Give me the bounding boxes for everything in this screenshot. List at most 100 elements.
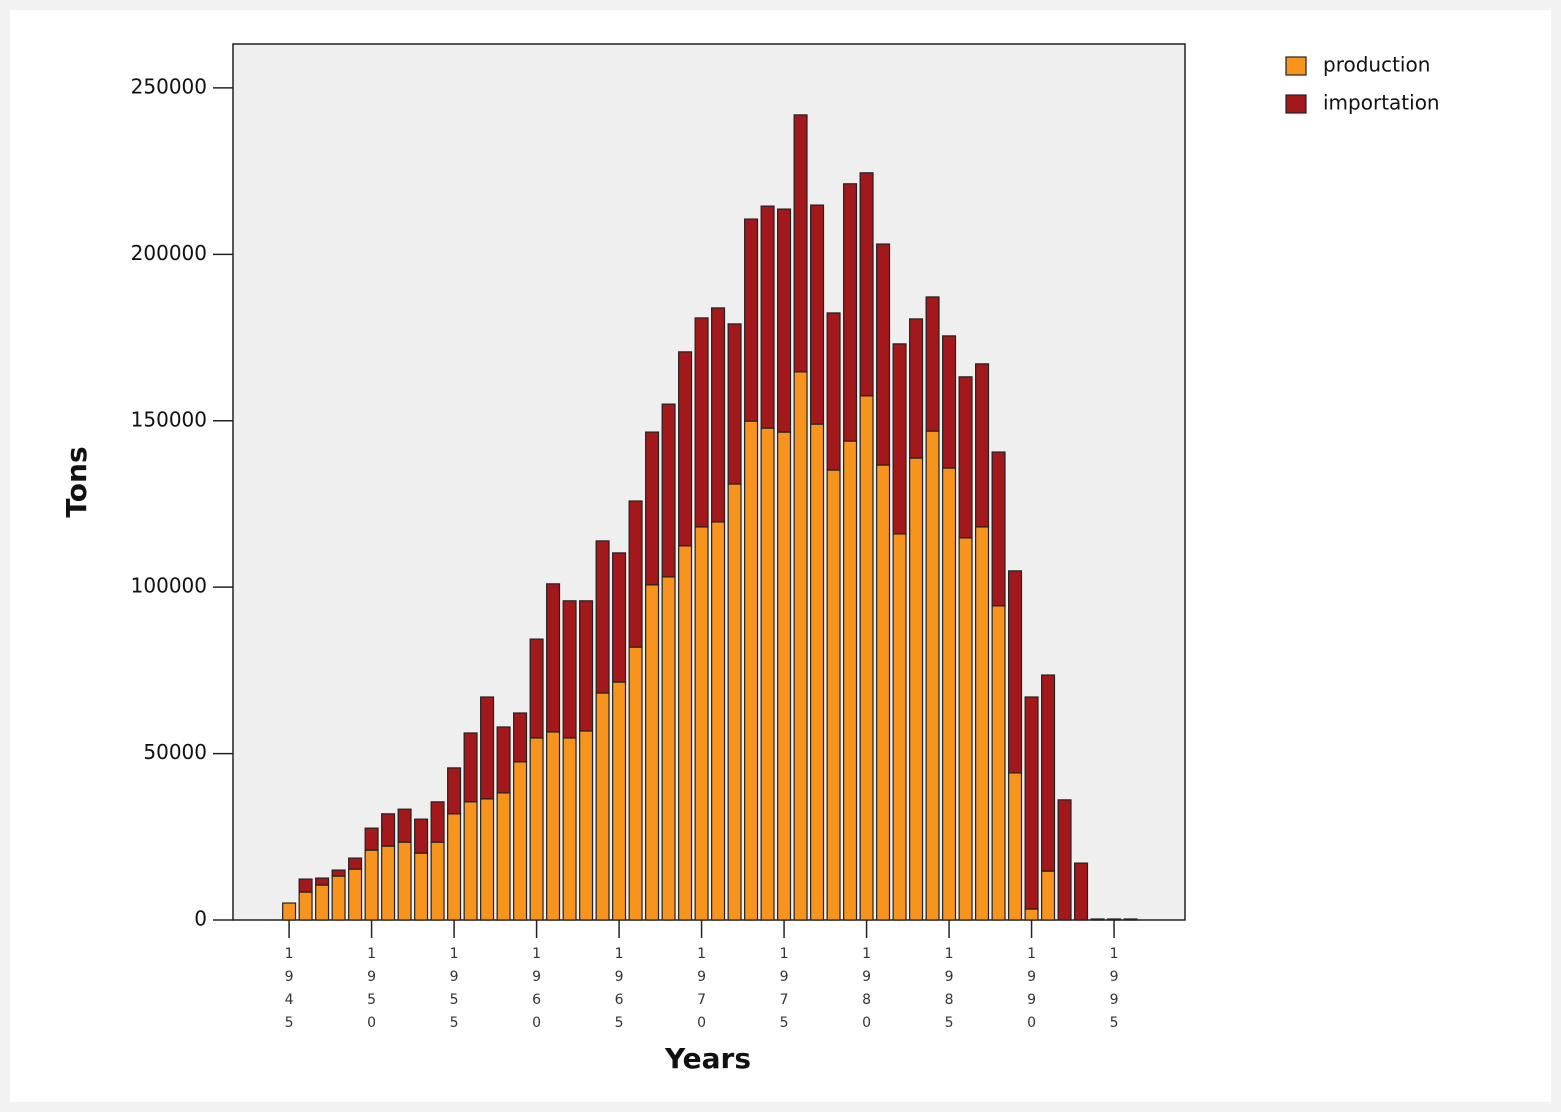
bar-segment — [942, 335, 957, 469]
legend-swatch — [1285, 94, 1307, 114]
bar-segment — [859, 395, 874, 921]
bar-segment — [694, 317, 709, 528]
bar-segment — [496, 792, 511, 921]
bar-segment — [859, 172, 874, 397]
bar-segment — [991, 605, 1006, 921]
bar-segment — [463, 732, 478, 803]
bar-segment — [397, 841, 412, 921]
bar-segment — [562, 600, 577, 739]
y-tick-label: 150000 — [131, 407, 207, 431]
bar-segment — [942, 467, 957, 921]
bar-segment — [331, 869, 346, 877]
bar-segment — [760, 427, 775, 921]
bar-segment — [777, 208, 792, 433]
bar-segment — [595, 540, 610, 694]
bar-segment — [975, 363, 990, 528]
bar-segment — [612, 681, 627, 921]
bar-segment — [364, 827, 379, 851]
legend-label: importation — [1323, 91, 1440, 115]
bar-segment — [480, 798, 495, 921]
bar-segment — [513, 761, 528, 921]
bar-segment — [1041, 674, 1056, 872]
bar-segment — [1008, 570, 1023, 774]
bar-segment — [579, 730, 594, 921]
bar-segment — [414, 818, 429, 854]
bar-segment — [876, 464, 891, 921]
bar-segment — [1090, 918, 1105, 921]
bar-segment — [777, 431, 792, 921]
bar-segment — [628, 500, 643, 648]
bar-segment — [430, 841, 445, 921]
legend-label: production — [1323, 53, 1430, 77]
bar-segment — [1041, 870, 1056, 921]
bar-segment — [562, 737, 577, 921]
bar-segment — [744, 420, 759, 921]
bar-segment — [546, 583, 561, 733]
bar-segment — [381, 813, 396, 847]
bar-segment — [513, 712, 528, 763]
y-tick-label: 250000 — [131, 74, 207, 98]
bar-segment — [628, 646, 643, 921]
bar-segment — [414, 852, 429, 921]
bar-segment — [793, 371, 808, 921]
bar-segment — [826, 469, 841, 921]
x-axis-label: Years — [664, 1042, 751, 1075]
bar-segment — [447, 813, 462, 921]
bar-segment — [645, 584, 660, 921]
bar-segment — [678, 545, 693, 921]
bar-segment — [645, 431, 660, 586]
bar-segment — [744, 218, 759, 422]
bar-segment — [430, 801, 445, 843]
bar-segment — [282, 902, 297, 921]
bar-segment — [1123, 918, 1138, 921]
bar-segment — [694, 526, 709, 921]
bar-segment — [711, 307, 726, 523]
bar-segment — [727, 323, 742, 485]
bar-segment — [909, 457, 924, 921]
bar-segment — [678, 351, 693, 547]
y-tick-label: 100000 — [131, 574, 207, 598]
bar-segment — [298, 878, 313, 893]
bar-segment — [727, 483, 742, 921]
bar-segment — [529, 737, 544, 921]
bar-segment — [760, 205, 775, 429]
bar-segment — [1024, 696, 1039, 910]
y-tick-label: 0 — [194, 907, 207, 931]
bar-segment — [826, 312, 841, 471]
y-tick-label: 50000 — [143, 740, 207, 764]
bar-segment — [595, 692, 610, 921]
bar-segment — [1024, 908, 1039, 921]
bar-segment — [991, 451, 1006, 607]
bar-segment — [876, 243, 891, 466]
bar-segment — [843, 183, 858, 442]
bar-segment — [463, 801, 478, 921]
bar-segment — [925, 430, 940, 921]
bar-segment — [958, 376, 973, 539]
bar-segment — [298, 891, 313, 921]
bar-segment — [1074, 862, 1089, 921]
bar-segment — [480, 696, 495, 800]
bar-segment — [364, 849, 379, 921]
y-axis-label: Tons — [60, 446, 93, 517]
bar-segment — [1107, 918, 1122, 921]
y-tick-label: 200000 — [131, 241, 207, 265]
bar-segment — [546, 731, 561, 921]
bar-segment — [661, 403, 676, 578]
bar-segment — [529, 638, 544, 739]
bar-segment — [447, 767, 462, 815]
bar-segment — [315, 877, 330, 886]
bar-segment — [711, 521, 726, 921]
bar-segment — [612, 552, 627, 683]
bar-segment — [843, 440, 858, 921]
bar-segment — [892, 343, 907, 535]
bar-segment — [496, 726, 511, 794]
bar-segment — [315, 884, 330, 921]
bar-segment — [810, 204, 825, 425]
